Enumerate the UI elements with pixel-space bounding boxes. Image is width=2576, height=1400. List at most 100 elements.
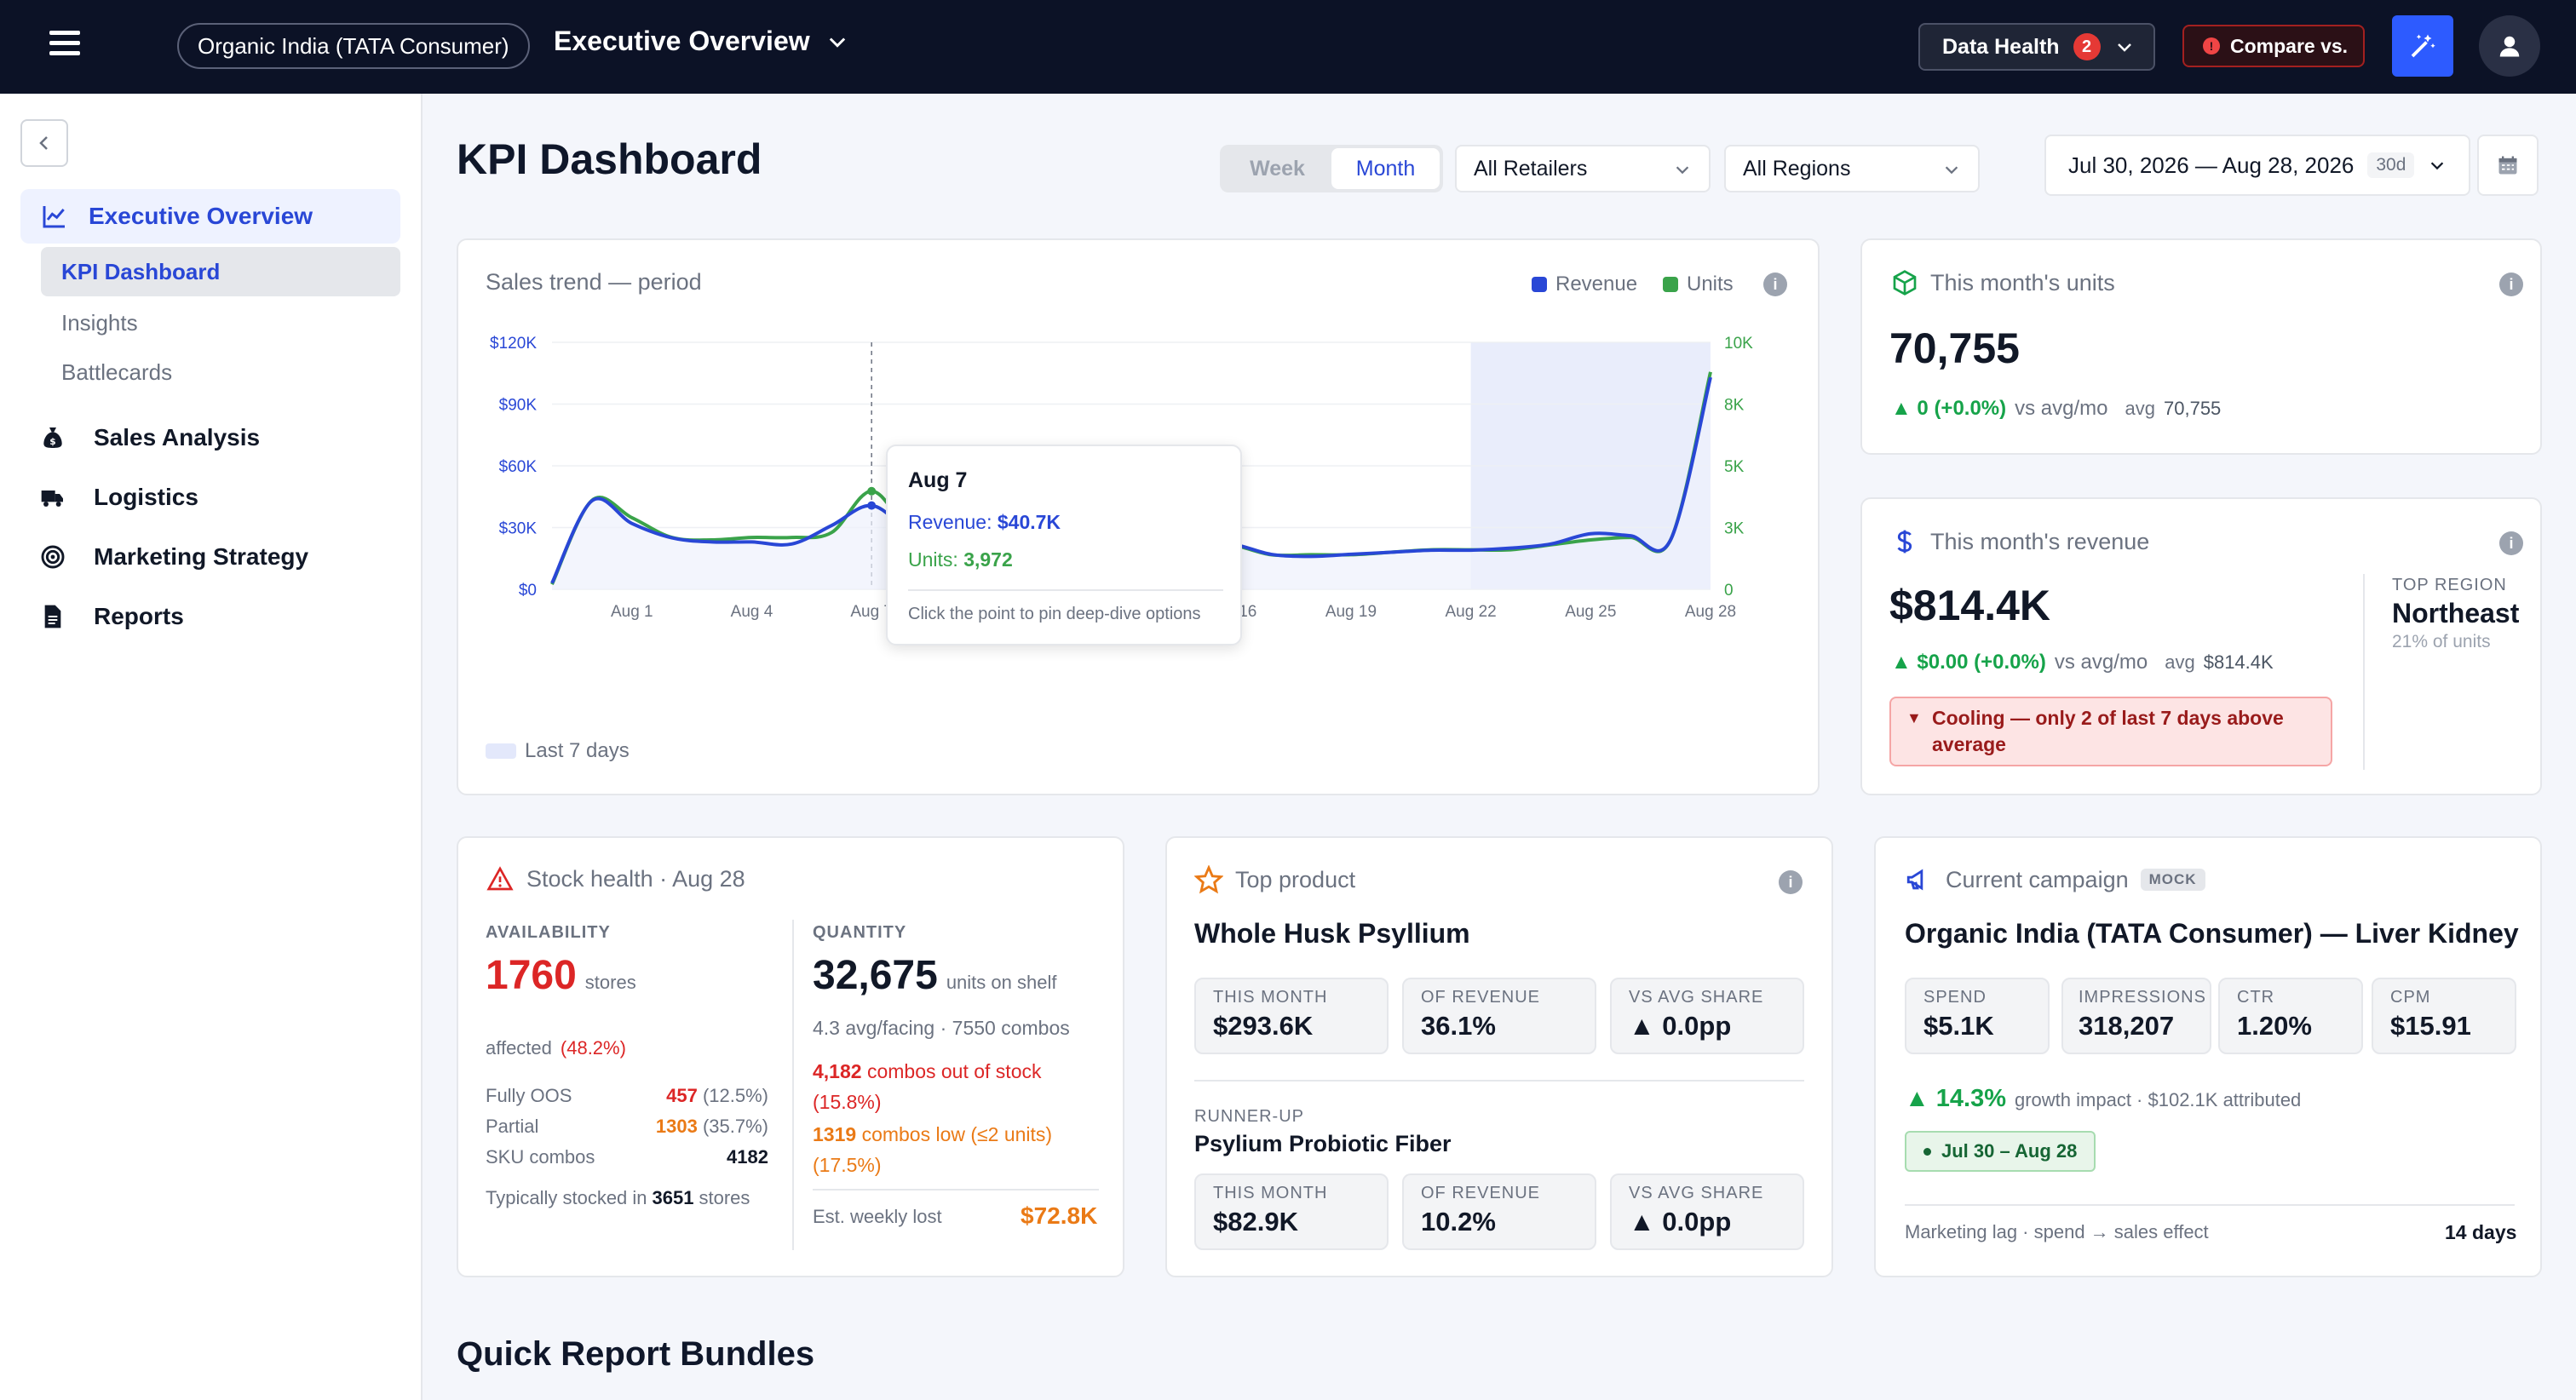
truck-icon: [41, 491, 63, 507]
metric-label: THIS MONTH: [1213, 988, 1328, 1007]
runner-up-metric-this-month: THIS MONTH $82.9K: [1194, 1173, 1389, 1250]
sidebar-item-label: Executive Overview: [89, 203, 313, 229]
legend-revenue[interactable]: Revenue: [1532, 273, 1637, 296]
retailer-filter-value: All Retailers: [1474, 156, 1588, 181]
revenue-point-tooltip: [867, 501, 877, 510]
chevron-down-icon: [2117, 43, 2131, 52]
compare-button[interactable]: ! Compare vs.: [2182, 25, 2365, 67]
units-card-header: This month's units: [1891, 269, 2115, 296]
quick-reports-title: Quick Report Bundles: [457, 1335, 815, 1373]
revenue-area: [552, 377, 1711, 589]
user-icon: [2499, 36, 2520, 57]
date-range-picker[interactable]: Jul 30, 2026 — Aug 28, 2026 30d: [2044, 135, 2470, 196]
sku-combos-label: SKU combos: [486, 1146, 595, 1168]
sidebar-item-insights[interactable]: Insights: [61, 309, 138, 336]
sidebar-item-sales-analysis[interactable]: $ Sales Analysis: [39, 424, 260, 451]
stock-breakdown: Fully OOS 457 (12.5%) Partial 1303 (35.7…: [486, 1085, 768, 1168]
quantity-unit: units on shelf: [946, 972, 1057, 993]
marketing-lag-value: 14 days: [2445, 1221, 2517, 1243]
stock-divider: [792, 920, 794, 1250]
data-health-count-badge: 2: [2073, 33, 2101, 60]
top-product-name: Whole Husk Psyllium: [1194, 918, 1470, 949]
partial-pct: (35.7%): [702, 1116, 768, 1137]
magic-wand-button[interactable]: [2392, 15, 2453, 77]
top-product-metric-this-month: THIS MONTH $293.6K: [1194, 978, 1389, 1054]
sidebar-item-kpi-dashboard[interactable]: KPI Dashboard: [41, 247, 400, 296]
brand-selector[interactable]: Organic India (TATA Consumer): [177, 23, 530, 69]
typically-prefix: Typically stocked in: [486, 1187, 647, 1208]
view-selector[interactable]: Executive Overview: [554, 26, 849, 57]
info-icon[interactable]: i: [2499, 531, 2523, 555]
sidebar-item-executive-overview[interactable]: Executive Overview: [20, 189, 400, 244]
units-avg-value: 70,755: [2164, 398, 2222, 419]
sales-trend-chart[interactable]: $0 $30K $60K $90K $120K 0 3K 5K 8K 10K Aug 1 Aug 4 A…: [458, 317, 1818, 657]
availability-value: 1760: [486, 953, 577, 998]
y-right-tick-label: 0: [1724, 582, 1734, 600]
document-icon: [44, 605, 61, 628]
sidebar-item-marketing-strategy[interactable]: Marketing Strategy: [39, 543, 308, 571]
metric-value: 1.20%: [2237, 1011, 2312, 1041]
info-icon[interactable]: i: [1779, 870, 1803, 894]
y-right-tick-label: 10K: [1724, 335, 1753, 353]
tooltip-units-value: 3,972: [963, 548, 1013, 571]
runner-up-divider: [1194, 1080, 1804, 1082]
campaign-date-chip: Jul 30 – Aug 28: [1905, 1131, 2096, 1172]
chart-tooltip: Aug 7 Revenue: $40.7K Units: 3,972 Click…: [886, 445, 1242, 645]
quantity-row: 32,675 units on shelf: [813, 952, 1056, 999]
legend-revenue-swatch: [1532, 277, 1547, 292]
sidebar-item-label: Marketing Strategy: [94, 543, 309, 570]
sidebar-item-logistics[interactable]: Logistics: [39, 484, 198, 511]
period-month-button[interactable]: Month: [1331, 148, 1440, 189]
low-combos-text: combos low (≤2 units): [861, 1123, 1053, 1145]
info-icon[interactable]: i: [2499, 273, 2523, 296]
x-tick-label: Aug 1: [611, 603, 653, 621]
metric-value: 318,207: [2079, 1011, 2175, 1041]
quantity-sub: 4.3 avg/facing · 7550 combos: [813, 1017, 1070, 1039]
calendar-button[interactable]: [2477, 135, 2539, 196]
revenue-delta-row: ▲ $0.00 (+0.0%) vs avg/mo avg $814.4K: [1891, 651, 2274, 674]
typically-value: 3651: [652, 1187, 694, 1208]
info-icon[interactable]: i: [1763, 273, 1787, 296]
user-avatar[interactable]: [2479, 15, 2540, 77]
sidebar-item-reports[interactable]: Reports: [39, 603, 184, 630]
partial-value: 1303: [655, 1116, 698, 1137]
stock-health-title: Stock health · Aug 28: [526, 865, 745, 892]
typically-stocked-row: Typically stocked in 3651 stores: [486, 1187, 750, 1209]
x-tick-label: Aug 4: [731, 603, 773, 621]
period-week-button[interactable]: Week: [1250, 156, 1305, 181]
metric-label: OF REVENUE: [1421, 988, 1541, 1007]
affected-row: affected (48.2%): [486, 1037, 626, 1059]
legend-units[interactable]: Units: [1663, 273, 1734, 296]
tooltip-hint: Click the point to pin deep-dive options: [908, 605, 1201, 623]
tooltip-revenue: Revenue: $40.7K: [908, 511, 1061, 534]
sidebar-item-label: Reports: [94, 603, 184, 629]
partial-row: Partial 1303 (35.7%): [486, 1116, 768, 1138]
revenue-avg-label: avg: [2165, 651, 2195, 673]
star-icon: [1194, 865, 1223, 894]
menu-icon[interactable]: [49, 31, 80, 61]
units-delta: ▲ 0 (+0.0%): [1891, 397, 2007, 420]
top-product-metric-of-revenue: OF REVENUE 36.1%: [1402, 978, 1596, 1054]
region-filter[interactable]: All Regions: [1724, 145, 1980, 192]
data-health-button[interactable]: Data Health 2: [1918, 23, 2155, 71]
metric-label: VS AVG SHARE: [1629, 1184, 1764, 1202]
retailer-filter[interactable]: All Retailers: [1455, 145, 1711, 192]
revenue-card-header: This month's revenue: [1891, 528, 2149, 555]
chevron-down-icon: [2431, 162, 2444, 170]
oos-combos-text: combos out of stock: [866, 1060, 1042, 1082]
campaign-metric-ctr: CTR 1.20%: [2218, 978, 2363, 1054]
sidebar-item-battlecards[interactable]: Battlecards: [61, 359, 173, 385]
revenue-value: $814.4K: [1889, 582, 2051, 629]
x-tick-label: Aug 22: [1446, 603, 1497, 621]
weekly-lost-label: Est. weekly lost: [813, 1206, 942, 1227]
runner-up-metric-vs-avg: VS AVG SHARE ▲ 0.0pp: [1610, 1173, 1804, 1250]
collapse-sidebar-button[interactable]: [20, 119, 68, 167]
target-icon: [41, 545, 65, 569]
metric-value: $82.9K: [1213, 1207, 1298, 1236]
calendar-icon: [2498, 156, 2517, 175]
revenue-divider: [2363, 574, 2365, 770]
runner-up-label: RUNNER-UP: [1194, 1107, 1304, 1126]
y-left-tick-label: $30K: [499, 520, 538, 538]
availability-unit: stores: [584, 972, 636, 993]
megaphone-icon: [1906, 869, 1923, 891]
